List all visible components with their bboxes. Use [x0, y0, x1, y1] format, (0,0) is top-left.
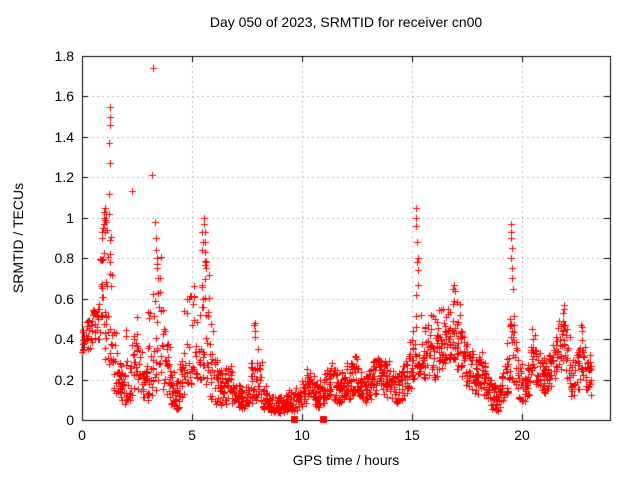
y-tick-label: 0 — [66, 412, 74, 428]
y-tick-label: 0.2 — [54, 371, 74, 388]
x-tick-label: 5 — [188, 427, 196, 443]
x-tick-label: 10 — [294, 427, 310, 443]
y-tick-label: 0.6 — [54, 290, 74, 307]
y-tick-label: 0.4 — [54, 331, 74, 348]
x-tick-label: 0 — [78, 427, 86, 443]
x-tick-label: 20 — [514, 427, 530, 443]
chart-title: Day 050 of 2023, SRMTID for receiver cn0… — [209, 14, 483, 30]
y-tick-label: 1.6 — [54, 88, 74, 105]
y-tick-label: 1.2 — [54, 169, 74, 186]
x-tick-label: 15 — [404, 427, 420, 443]
y-tick-label: 0.8 — [54, 250, 74, 267]
x-axis-label: GPS time / hours — [292, 452, 400, 468]
y-tick-label: 1.8 — [54, 48, 74, 64]
y-tick-label: 1 — [66, 209, 74, 226]
y-axis-label: SRMTID / TECUs — [10, 182, 26, 294]
y-tick-label: 1.4 — [54, 128, 74, 145]
